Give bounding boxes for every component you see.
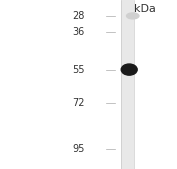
Ellipse shape: [127, 13, 139, 19]
Bar: [121, 0, 134, 169]
Text: 28: 28: [73, 11, 85, 21]
Text: 55: 55: [72, 65, 85, 75]
Text: 36: 36: [73, 27, 85, 37]
Text: 95: 95: [73, 144, 85, 154]
Text: 72: 72: [72, 98, 85, 108]
Text: kDa: kDa: [134, 4, 156, 14]
Ellipse shape: [121, 64, 137, 75]
